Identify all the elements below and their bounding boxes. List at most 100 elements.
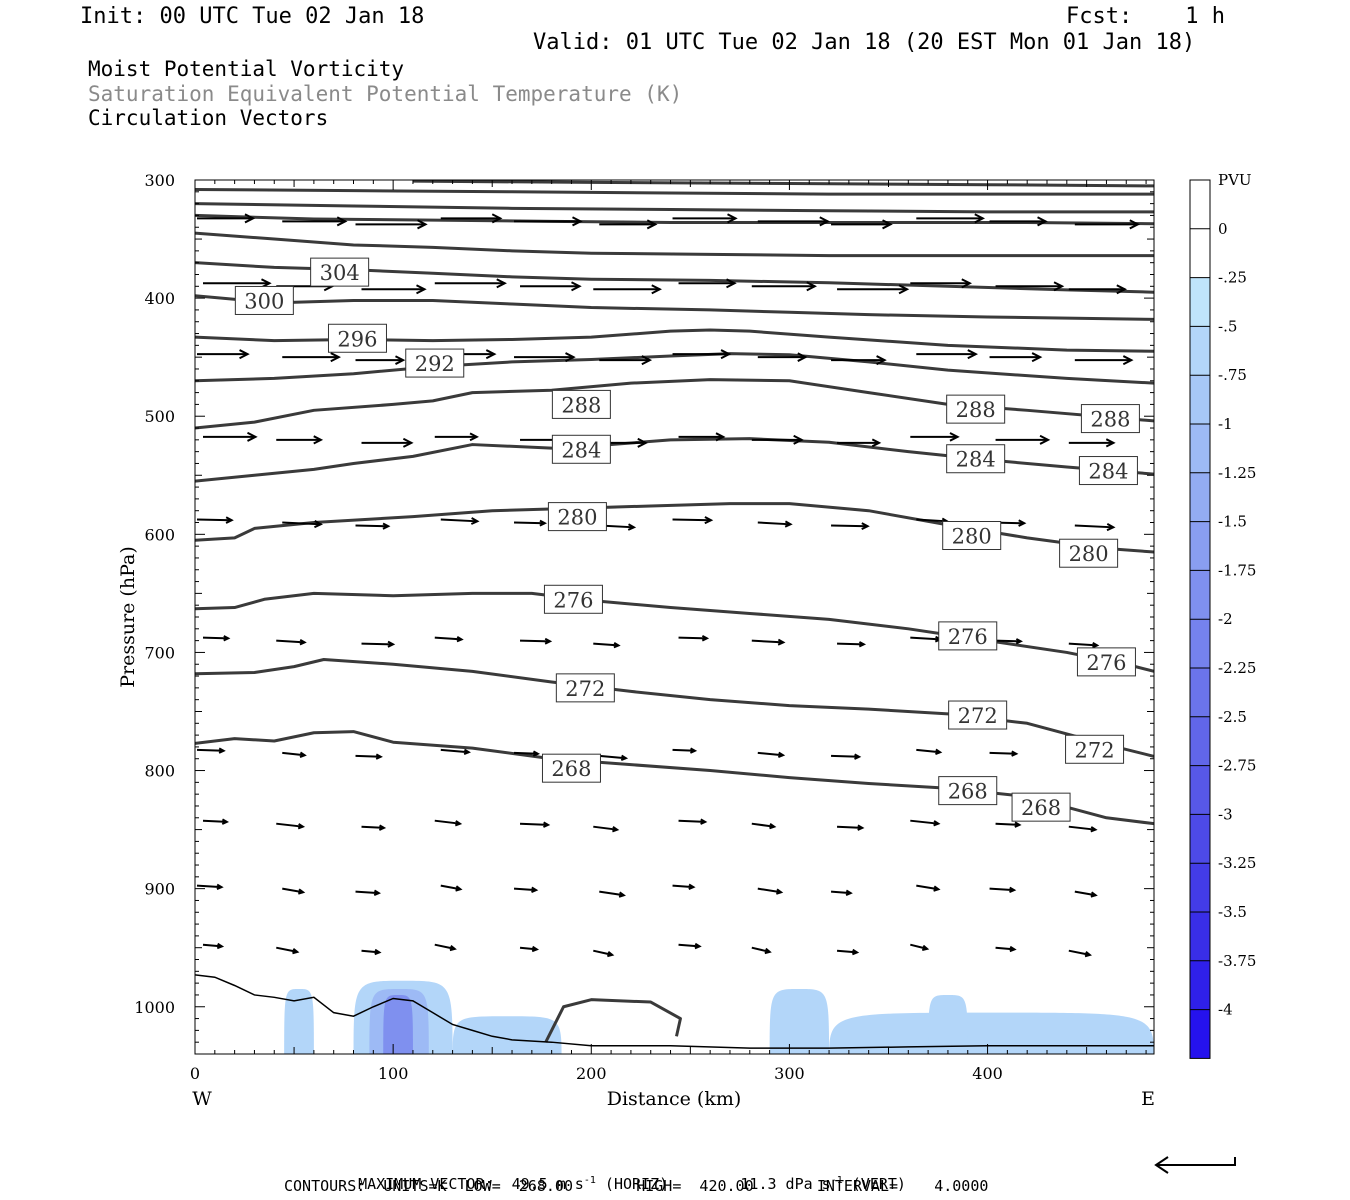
vector-arrowhead [374,948,382,956]
theta-e-contour [195,231,1154,258]
vector-arrowhead [1031,352,1043,363]
circulation-vector [434,819,461,825]
plot-frame [194,179,1155,1055]
circulation-vector [440,884,461,891]
colorbar-swatch [1190,375,1210,424]
circulation-vector [910,636,941,641]
vector-arrowhead [218,747,226,754]
circulation-vector [514,521,545,525]
circulation-vector [520,639,550,643]
theta-e-contour [195,437,1154,483]
vector-arrowhead [455,885,463,892]
circulation-vector [678,819,706,823]
vector-arrowhead [539,519,548,527]
vector-arrowhead [806,281,817,292]
vector-arrowhead [627,523,637,531]
theta-e-contour [195,658,1154,758]
x-axis-east-label: E [1141,1088,1155,1110]
valid-time: Valid: 01 UTC Tue 02 Jan 18 (20 EST Mon … [533,30,1196,55]
vector-arrowhead [854,753,862,760]
max-vector-vert-exponent: -1 [830,1175,843,1186]
vector-arrowhead [247,431,258,442]
max-vector-horiz-value: MAXIMUM VECTOR: 49.5 m s [358,1175,584,1193]
circulation-vector [837,825,863,829]
y-tick-label: 1000 [134,998,175,1017]
contour-label: 284 [956,448,996,472]
vector-arrowhead [402,437,414,448]
vector-arrowhead [688,883,696,890]
vector-arrowhead [1037,216,1048,227]
contour-label-box [547,502,607,532]
contour-label: 276 [1086,651,1126,675]
circulation-vector [830,890,851,895]
contour-label-box [938,776,998,806]
colorbar-unit: PVU [1218,171,1252,189]
colorbar-label: -.75 [1218,366,1247,384]
contour-label: 268 [551,757,591,781]
circulation-vector [519,822,549,826]
contour-label-box [1076,647,1136,677]
circulation-vector [678,636,707,640]
vector-arrowhead [871,438,882,448]
init-time: Init: 00 UTC Tue 02 Jan 18 [80,4,425,29]
contour-label-box [946,444,1006,474]
circulation-vector [202,819,227,823]
vector-arrowhead [449,944,457,952]
circulation-vector [757,887,782,894]
circulation-vector [519,946,537,951]
colorbar-label: -2 [1218,610,1233,628]
vector-arrowhead [1011,750,1019,757]
contour-label-box [1080,404,1140,434]
colorbar-swatch [1190,814,1210,864]
vector-arrowhead [726,278,737,289]
vector-arrowhead [571,281,582,292]
vector-arrowhead [395,355,406,365]
vector-arrowhead [882,219,893,230]
vector-arrowhead [1106,523,1116,532]
vector-arrowhead [416,284,427,295]
theta-e-contour [195,378,1154,430]
contour-label-box [405,348,465,378]
colorbar-label: -2.25 [1218,659,1256,677]
vector-arrowhead [313,435,324,445]
max-vector-vert-value: 11.3 dPa s [740,1175,831,1193]
reference-vector-arrowhead [1154,1156,1169,1174]
vector-arrowhead [378,824,387,831]
vector-arrowhead [949,432,960,442]
mpv-shading [829,1012,1154,1054]
vector-arrowhead [292,948,300,955]
contour-label-box [938,621,998,651]
colorbar-label: -.25 [1218,269,1247,287]
vector-arrowhead [1105,438,1116,448]
x-tick-label: 0 [190,1064,200,1083]
contour-label: 300 [244,289,284,313]
vector-arrowhead [297,823,306,830]
mpv-shading [928,994,968,1054]
colorbar-swatch [1190,472,1210,522]
y-tick-label: 600 [144,525,175,544]
colorbar-label: -2.75 [1218,757,1256,775]
circulation-vector [276,946,298,953]
circulation-vector [355,754,381,758]
vector-arrowhead [612,826,620,833]
circulation-vector [672,748,695,752]
vector-arrowhead [898,284,910,295]
vector-arrowhead [700,818,708,825]
vector-arrowhead [646,219,658,230]
title-mpv: Moist Potential Vorticity [88,57,405,81]
vector-arrowhead [933,885,941,892]
vector-arrowhead [1090,826,1098,833]
vector-arrowhead [858,641,867,648]
circulation-vector [831,754,860,758]
circulation-vector [593,825,618,831]
colorbar-label: -1.5 [1218,513,1247,531]
vector-arrowhead [225,516,234,524]
contour-label: 268 [948,780,988,804]
vector-arrowhead [819,216,830,227]
mpv-shading [383,994,413,1054]
vector-arrowhead [565,352,576,363]
circulation-vector [282,887,304,894]
contour-label-box [942,521,1002,551]
vector-arrowhead [543,821,551,828]
x-tick-label: 100 [378,1064,409,1083]
